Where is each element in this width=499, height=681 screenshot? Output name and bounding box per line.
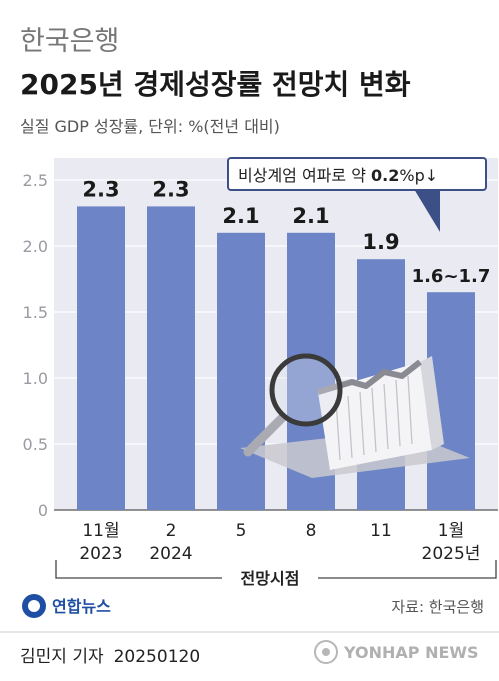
x-tick-label: 8 [306,521,317,541]
y-tick-label: 0.5 [23,435,48,454]
y-tick-label: 2.0 [23,237,48,256]
chart-title: 2025년 경제성장률 전망치 변화 [20,68,411,101]
logo-text: 연합뉴스 [52,597,111,616]
bar [217,232,265,511]
magnifier-chart-illustration [240,353,470,478]
y-tick-label: 0 [38,501,48,520]
author: 김민지 기자 20250120 [20,647,200,667]
bar-value-label: 1.6~1.7 [412,266,491,287]
x-tick-sublabel: 2023 [79,544,122,564]
bar-value-label: 2.1 [292,204,329,228]
x-tick-label: 5 [236,521,247,541]
bar [77,206,125,510]
x-tick-label: 11 [370,521,392,541]
x-tick-sublabel: 2024 [149,544,192,564]
x-tick-label: 11월 [82,521,119,541]
bar-value-label: 1.9 [362,230,399,254]
x-axis-title: 전망시점 [241,569,300,588]
y-axis-ticks: 0 0.5 1.0 1.5 2.0 2.5 [23,171,48,520]
x-tick-label: 2 [166,521,177,541]
y-tick-label: 2.5 [23,171,48,190]
header-kicker: 한국은행 [20,26,119,57]
watermark: YONHAP NEWS [314,640,479,664]
source-text: 자료: 한국은행 [391,598,484,616]
chart-subtitle: 실질 GDP 성장률, 단위: %(전년 대비) [20,117,280,136]
bar-value-label: 2.3 [82,177,119,201]
yonhap-logo: 연합뉴스 [22,594,111,618]
x-tick-sublabel: 2025년 [422,544,481,564]
bar [147,206,195,510]
y-tick-label: 1.0 [23,369,48,388]
callout-text: 비상계엄 여파로 약 0.2%p↓ [238,166,438,185]
watermark-text: YONHAP NEWS [343,643,479,662]
x-tick-label: 1월 [438,521,464,541]
bar-value-label: 2.3 [152,177,189,201]
callout: 비상계엄 여파로 약 0.2%p↓ [227,157,487,232]
x-axis-labels: 11월 2023 2 2024 5 8 11 1월 2025년 [79,521,480,564]
bar-value-label: 2.1 [222,204,259,228]
y-tick-label: 1.5 [23,303,48,322]
